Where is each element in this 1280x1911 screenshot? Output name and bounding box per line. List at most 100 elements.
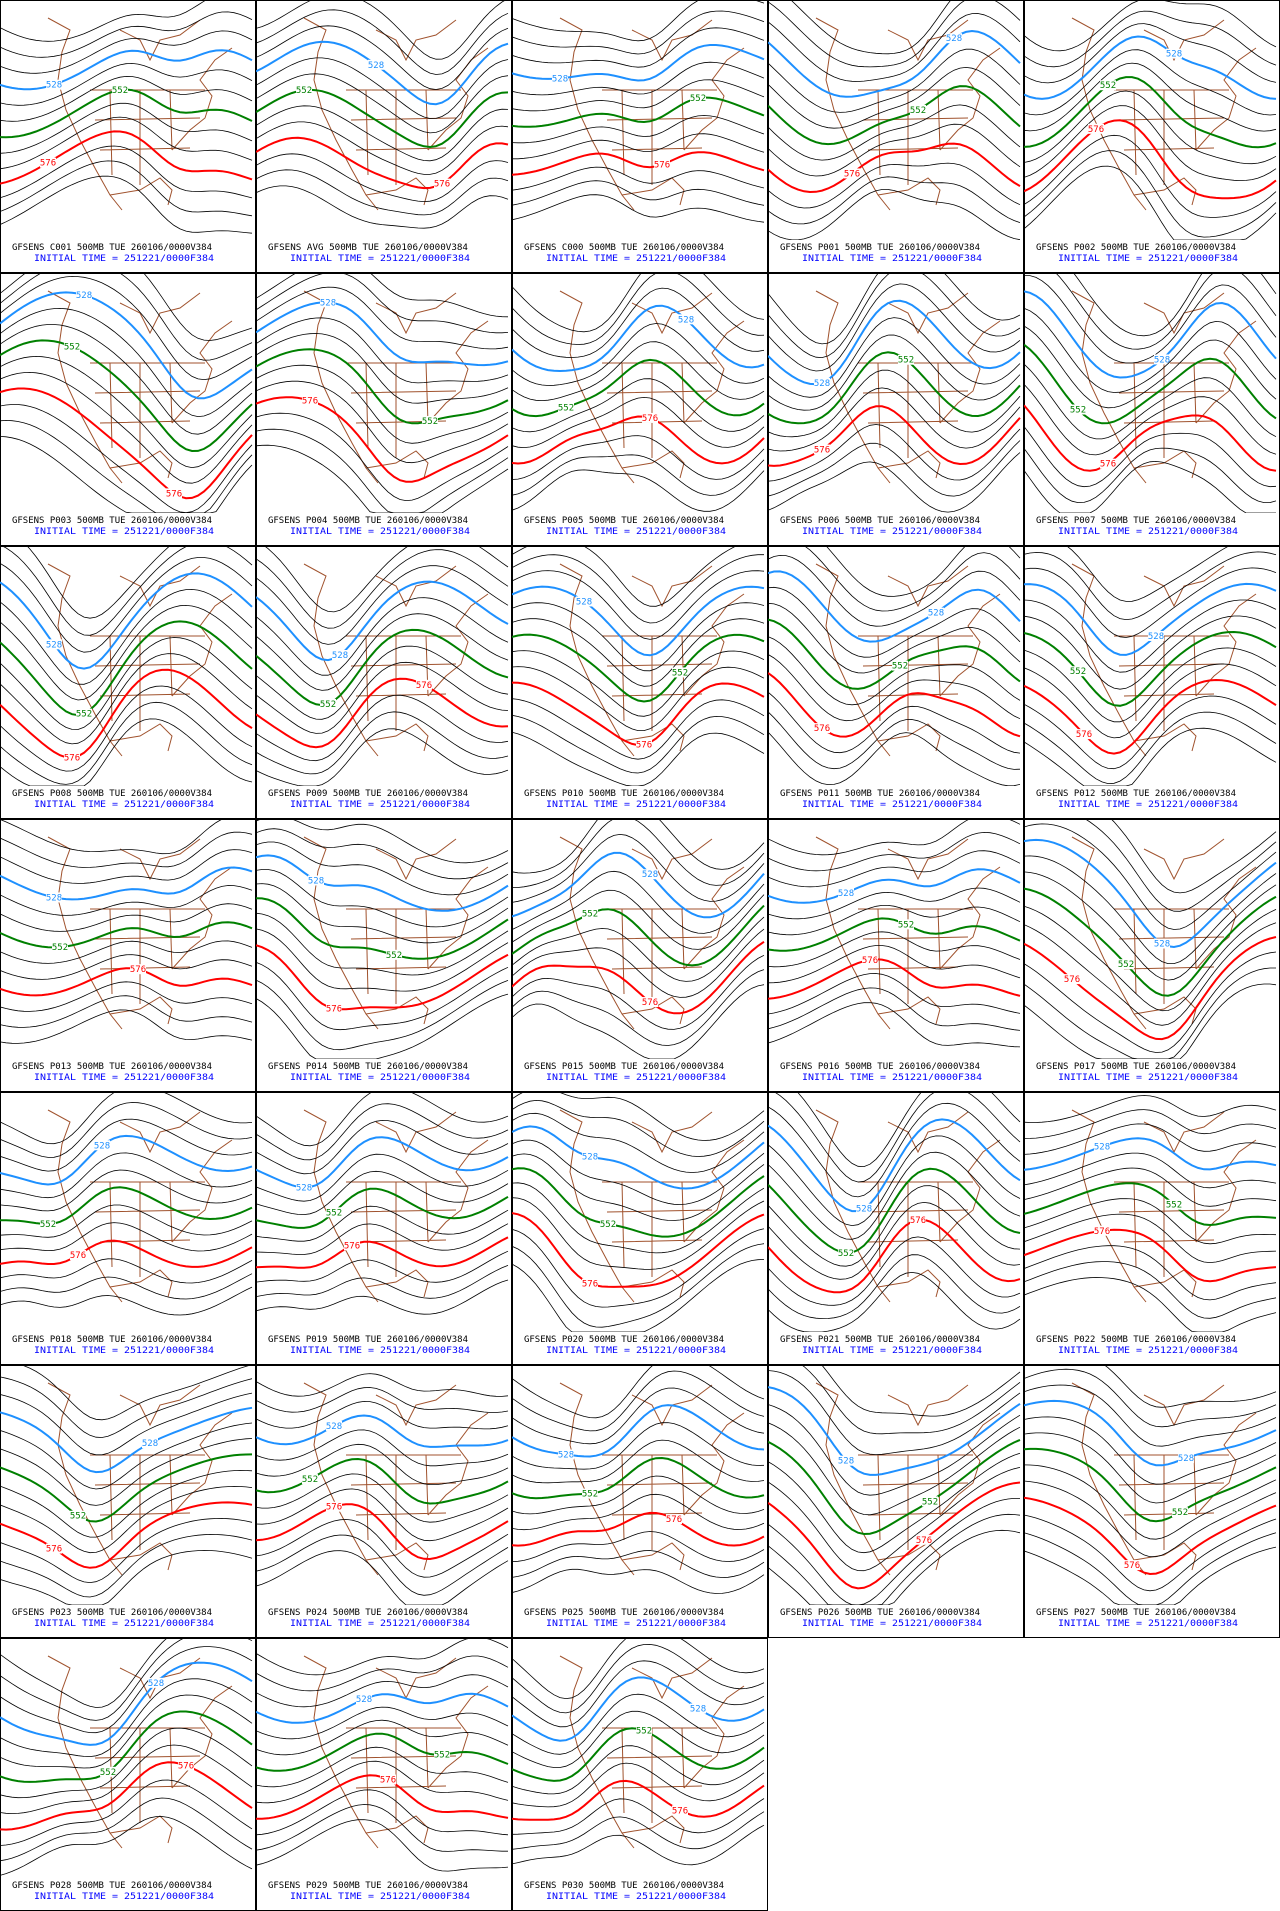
contour-2	[768, 142, 1021, 194]
contour-label-bg	[1064, 974, 1080, 985]
contour	[0, 1694, 253, 1769]
contour	[768, 887, 1021, 920]
contour	[256, 1655, 509, 1692]
contour	[512, 1475, 765, 1515]
contour	[1024, 275, 1277, 364]
contour-0	[768, 1386, 1021, 1476]
contour-2	[512, 940, 765, 1015]
contour	[0, 30, 253, 74]
contour	[0, 102, 253, 154]
caption-bg	[513, 1605, 767, 1637]
contour-label-bg	[576, 596, 592, 607]
contour-label: 528	[838, 1457, 854, 1467]
contour-label-bg	[64, 341, 80, 352]
contour	[256, 1473, 509, 1523]
initial-time: INITIAL TIME = 251221/0000F384	[34, 1346, 214, 1356]
contour-0	[512, 1404, 765, 1458]
initial-time: INITIAL TIME = 251221/0000F384	[34, 1619, 214, 1629]
contour	[1024, 871, 1277, 981]
contour-1	[512, 904, 765, 967]
contour-label: 552	[558, 404, 574, 414]
contour-label: 528	[856, 1205, 872, 1215]
initial-time: INITIAL TIME = 251221/0000F384	[802, 800, 982, 810]
contour	[512, 180, 765, 206]
initial-time: INITIAL TIME = 251221/0000F384	[802, 527, 982, 537]
contour	[0, 1438, 253, 1506]
panel-canvas: 528 552 576 GFSENS P007 500MB TUE 260106/00…	[1024, 273, 1280, 546]
contour	[512, 1638, 765, 1700]
contour-2	[0, 967, 253, 997]
contour	[768, 48, 1021, 113]
contour-label: 552	[1070, 405, 1086, 415]
contour	[512, 570, 765, 640]
contour-label: 552	[910, 106, 926, 116]
contour	[256, 661, 509, 734]
contour-label-bg	[296, 85, 312, 96]
contour-2	[0, 1761, 253, 1831]
contour-label: 576	[582, 1280, 598, 1290]
contour	[768, 931, 1021, 968]
contour-1	[512, 1167, 765, 1238]
contour-label: 552	[422, 417, 438, 427]
contour-label-bg	[332, 649, 348, 660]
contour	[768, 1254, 1021, 1320]
contour-label: 552	[1166, 1201, 1182, 1211]
contour-label: 528	[76, 291, 92, 301]
contour	[1024, 105, 1277, 182]
contour	[512, 1493, 765, 1531]
panel-canvas: 528 552 576 GFSENS P016 500MB TUE 260106/00…	[768, 819, 1024, 1092]
contour-label: 576	[166, 489, 182, 499]
contour	[0, 1286, 253, 1316]
contour	[512, 1710, 765, 1768]
panel-title: GFSENS P015 500MB TUE 260106/0000V384	[524, 1062, 724, 1072]
contour	[0, 903, 253, 932]
contour-label-bg	[40, 157, 56, 168]
contour-label-bg	[46, 1543, 62, 1554]
contour-1	[0, 620, 253, 717]
panel-border	[256, 0, 512, 273]
contour	[512, 1745, 765, 1795]
contour	[768, 945, 1021, 984]
contour	[1024, 1198, 1277, 1245]
contour	[512, 1182, 765, 1254]
initial-time: INITIAL TIME = 251221/0000F384	[34, 254, 214, 264]
contour-label: 552	[52, 943, 68, 953]
contour-label-bg	[892, 660, 908, 671]
contour	[1055, 273, 1277, 350]
panel-canvas: 528 552 576 GFSENS P022 500MB TUE 260106/00…	[1024, 1092, 1280, 1365]
panel-border	[512, 546, 768, 819]
map-panel: 528 552 576 GFSENS P028 500MB TUE 260106/00…	[0, 1638, 256, 1911]
contour	[768, 369, 1021, 438]
map-panel: 528 552 576 GFSENS P030 500MB TUE 260106/00…	[512, 1638, 768, 1911]
contour	[256, 1205, 509, 1242]
panel-canvas: 528 552 576 GFSENS P030 500MB TUE 260106/00…	[512, 1638, 768, 1911]
contour	[768, 1201, 1021, 1280]
contour-label-bg	[1094, 1141, 1110, 1152]
contour-label-bg	[642, 997, 658, 1008]
panel-title: GFSENS P003 500MB TUE 260106/0000V384	[12, 516, 212, 526]
initial-time: INITIAL TIME = 251221/0000F384	[802, 254, 982, 264]
map-panel: 528 552 576 GFSENS P008 500MB TUE 260106/00…	[0, 546, 256, 819]
contour-label-bg	[46, 79, 62, 90]
contour	[256, 273, 509, 318]
contour	[256, 1804, 508, 1852]
contour	[0, 1646, 253, 1734]
contour	[512, 666, 765, 731]
caption-bg	[1025, 1605, 1279, 1637]
contour-2	[512, 1212, 765, 1288]
contour	[773, 1092, 1021, 1183]
contour	[0, 1152, 253, 1199]
contour-1	[1024, 1182, 1277, 1227]
contour-label-bg	[898, 919, 914, 930]
panel-title: GFSENS P029 500MB TUE 260106/0000V384	[268, 1881, 468, 1891]
contour	[0, 1533, 253, 1598]
panel-canvas: 528 552 576 GFSENS P020 500MB TUE 260106/00…	[512, 1092, 768, 1365]
contour	[0, 940, 253, 964]
contour	[256, 0, 507, 60]
contour-label-bg	[1070, 404, 1086, 415]
contour	[256, 1400, 509, 1430]
contour	[512, 554, 764, 624]
panel-canvas: 528 552 576 GFSENS P018 500MB TUE 260106/00…	[0, 1092, 256, 1365]
panel-border	[768, 273, 1024, 546]
map-panel: 528 552 576 GFSENS P020 500MB TUE 260106/00…	[512, 1092, 768, 1365]
